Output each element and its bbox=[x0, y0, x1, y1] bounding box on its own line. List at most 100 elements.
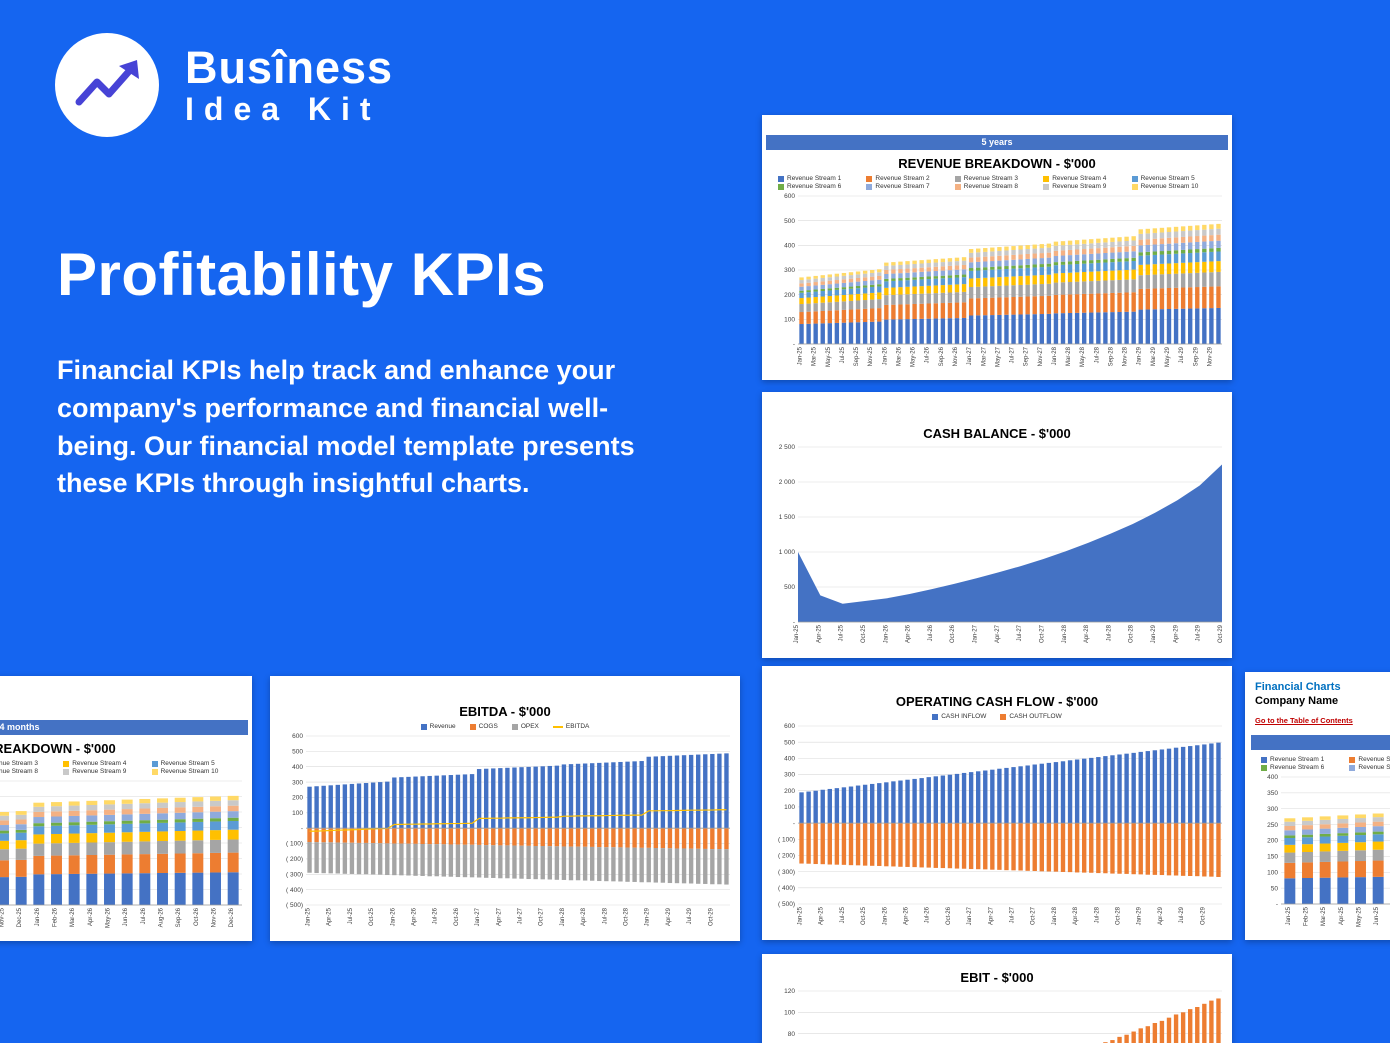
svg-text:150: 150 bbox=[1267, 854, 1278, 861]
svg-text:Jan-29: Jan-29 bbox=[1137, 346, 1143, 365]
chart-svg: ( 500) ( 400) ( 300) ( 200) ( 100) - 100 200 300… bbox=[286, 733, 730, 926]
svg-text:Jul-25: Jul-25 bbox=[840, 906, 846, 923]
svg-text:Jul-26: Jul-26 bbox=[141, 907, 147, 924]
legend-item: Revenue Stream 8 bbox=[954, 183, 1018, 190]
chart-svg: - 50 100 150 200 250 300 350 400 Jan-25 Feb-25 Mar-… bbox=[1267, 775, 1390, 927]
svg-text:Sep-28: Sep-28 bbox=[1108, 346, 1114, 366]
trend-arrow-icon bbox=[75, 60, 139, 106]
svg-text:Mar-28: Mar-28 bbox=[1066, 346, 1072, 366]
svg-text:Jan-26: Jan-26 bbox=[390, 907, 396, 926]
chart-legend: Revenue COGS OPEX EBITDA bbox=[270, 723, 740, 730]
legend-swatch bbox=[469, 723, 476, 730]
svg-text:Mar-26: Mar-26 bbox=[70, 907, 76, 927]
svg-text:-: - bbox=[301, 825, 303, 832]
svg-text:Oct-26: Oct-26 bbox=[946, 906, 952, 925]
period-banner: 24 months bbox=[0, 720, 248, 735]
svg-text:100: 100 bbox=[1267, 870, 1278, 877]
chart-plot: -50100150200250300350400Jan-25Feb-25Mar-… bbox=[0, 775, 250, 939]
svg-text:400: 400 bbox=[784, 756, 795, 763]
legend-swatch bbox=[1131, 183, 1138, 190]
legend-label: Revenue Stream 9 bbox=[72, 768, 127, 775]
svg-text:250: 250 bbox=[1267, 822, 1278, 829]
chart-plot: ( 500) ( 400) ( 300) ( 200) ( 100) - 100 200 300… bbox=[272, 730, 738, 939]
svg-text:Mar-27: Mar-27 bbox=[981, 346, 987, 366]
chart-title: EBITDA - $'000 bbox=[459, 704, 551, 719]
chart-plot: - 100 200 300 400 500 600 Jan-25 Mar-25 May-25 Jul… bbox=[764, 190, 1230, 378]
svg-text:Apr-26: Apr-26 bbox=[904, 906, 910, 925]
svg-text:Jul-29: Jul-29 bbox=[1179, 346, 1185, 363]
svg-text:( 300): ( 300) bbox=[778, 869, 795, 876]
legend-item: OPEX bbox=[511, 723, 539, 730]
legend-swatch bbox=[1131, 175, 1138, 182]
svg-text:Apr-25: Apr-25 bbox=[816, 624, 822, 643]
svg-text:May-29: May-29 bbox=[1165, 346, 1171, 367]
legend-item: EBITDA bbox=[552, 723, 589, 730]
svg-text:Oct-28: Oct-28 bbox=[1116, 906, 1122, 925]
svg-text:Jan-27: Jan-27 bbox=[475, 907, 481, 926]
legend-item: Revenue Stream 5 bbox=[1131, 175, 1195, 182]
brand-block: Busîness Idea Kit bbox=[55, 33, 393, 137]
svg-text:500: 500 bbox=[784, 584, 795, 591]
svg-text:Dec-25: Dec-25 bbox=[17, 907, 23, 927]
svg-text:Jul-27: Jul-27 bbox=[1017, 624, 1023, 641]
page-title: Profitability KPIs bbox=[57, 241, 547, 308]
legend-label: Revenue Stream 2 bbox=[875, 175, 930, 182]
cash-balance-card: CASH BALANCE - $'000 - 500 1 000 1 500 2 000… bbox=[762, 392, 1232, 658]
legend-swatch bbox=[1261, 764, 1267, 771]
legend-swatch bbox=[954, 175, 961, 182]
svg-text:Apr-25: Apr-25 bbox=[327, 907, 333, 926]
svg-text:400: 400 bbox=[784, 243, 795, 250]
svg-text:Jul-29: Jul-29 bbox=[1179, 906, 1185, 923]
svg-text:Apr-29: Apr-29 bbox=[1173, 624, 1179, 643]
legend-label: COGS bbox=[478, 723, 498, 730]
svg-text:Oct-28: Oct-28 bbox=[1129, 624, 1135, 643]
chart-title: REVENUE BREAKDOWN - $'000 bbox=[0, 741, 116, 756]
svg-text:Nov-25: Nov-25 bbox=[868, 346, 874, 366]
svg-text:Sep-26: Sep-26 bbox=[939, 346, 945, 366]
svg-text:Sep-27: Sep-27 bbox=[1024, 346, 1030, 366]
legend-label: CASH INFLOW bbox=[941, 713, 987, 720]
financial-charts-card: Financial Charts Company Name Go to the … bbox=[1245, 672, 1390, 940]
svg-text:Jul-29: Jul-29 bbox=[1196, 624, 1202, 641]
svg-text:Jul-25: Jul-25 bbox=[348, 907, 354, 924]
svg-text:100: 100 bbox=[292, 810, 303, 817]
legend-label: Revenue Stream 10 bbox=[1140, 183, 1199, 190]
legend-item: COGS bbox=[469, 723, 498, 730]
legend-item: Revenue Stream 5 bbox=[151, 760, 215, 767]
svg-text:100: 100 bbox=[784, 317, 795, 324]
legend-swatch bbox=[151, 768, 158, 775]
svg-text:Jul-29: Jul-29 bbox=[687, 907, 693, 924]
chart-title: REVENUE BREAKDOWN - $'000 bbox=[898, 156, 1096, 171]
svg-text:May-28: May-28 bbox=[1080, 346, 1086, 367]
svg-text:Jun-25: Jun-25 bbox=[1374, 907, 1380, 926]
svg-text:Apr-28: Apr-28 bbox=[581, 907, 587, 926]
svg-text:Jul-28: Jul-28 bbox=[602, 907, 608, 924]
page-description: Financial KPIs help track and enhance yo… bbox=[57, 355, 635, 499]
svg-text:300: 300 bbox=[784, 267, 795, 274]
svg-text:Jul-28: Jul-28 bbox=[1094, 906, 1100, 923]
brand-line1: Busîness bbox=[185, 41, 394, 93]
svg-text:( 400): ( 400) bbox=[286, 887, 303, 894]
svg-text:Oct-25: Oct-25 bbox=[861, 624, 867, 643]
svg-text:Oct-26: Oct-26 bbox=[454, 907, 460, 926]
svg-text:Jul-25: Jul-25 bbox=[839, 624, 845, 641]
legend-swatch bbox=[511, 723, 518, 730]
svg-text:Apr-29: Apr-29 bbox=[1158, 906, 1164, 925]
svg-text:Feb-26: Feb-26 bbox=[53, 907, 59, 927]
svg-text:Sep-25: Sep-25 bbox=[854, 346, 860, 366]
brand-name: Busîness Idea Kit bbox=[185, 41, 394, 126]
legend-label: Revenue Stream 5 bbox=[1140, 175, 1195, 182]
svg-text:Dec-26: Dec-26 bbox=[229, 907, 235, 927]
svg-text:600: 600 bbox=[784, 193, 795, 200]
svg-text:Jul-28: Jul-28 bbox=[1094, 346, 1100, 363]
svg-text:Jun-26: Jun-26 bbox=[123, 907, 129, 926]
table-of-contents-link[interactable]: Go to the Table of Contents bbox=[1255, 715, 1353, 725]
legend-label: Revenue Stream 4 bbox=[72, 760, 127, 767]
legend-item: Revenue Stream 10 bbox=[151, 768, 218, 775]
legend-item: Revenue Stream 2 bbox=[1349, 756, 1390, 763]
svg-text:Jul-27: Jul-27 bbox=[518, 907, 524, 924]
legend-label: Revenue Stream 7 bbox=[1358, 764, 1390, 772]
legend-label: Revenue Stream 2 bbox=[1358, 756, 1390, 764]
legend-label: Revenue bbox=[429, 723, 456, 730]
